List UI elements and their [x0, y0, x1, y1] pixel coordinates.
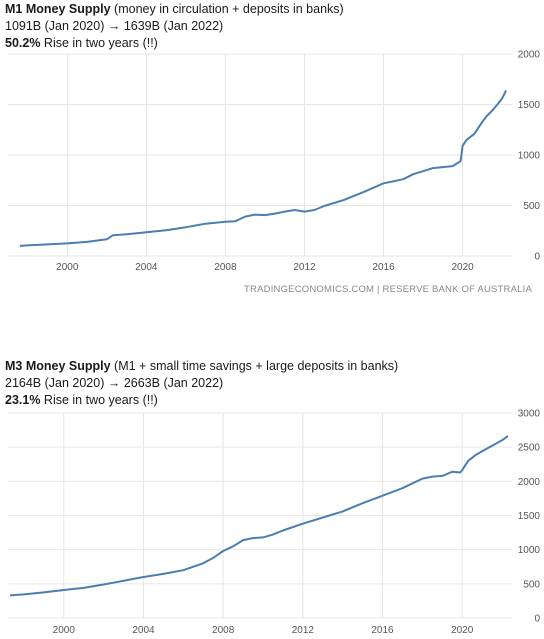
- m1-rise: 50.2% Rise in two years (!!): [5, 35, 344, 52]
- m3-title: M3 Money Supply (M1 + small time savings…: [5, 358, 398, 375]
- m3-x-tick-label: 2012: [292, 625, 315, 636]
- m1-rise-pct: 50.2%: [5, 36, 41, 50]
- m3-rise-pct: 23.1%: [5, 393, 41, 407]
- m3-chart: 2000 2004 2008 2012 2016 2020 0 500 1000 1500 2000…: [8, 409, 541, 636]
- m3-y-tick-label: 2000: [518, 477, 541, 488]
- m3-title-bold: M3 Money Supply: [5, 359, 111, 373]
- m3-y-tick-label: 1500: [518, 511, 541, 522]
- m3-header: M3 Money Supply (M1 + small time savings…: [5, 358, 398, 409]
- m3-y-tick-label: 3000: [518, 409, 541, 420]
- m1-header: M1 Money Supply (money in circulation + …: [5, 1, 344, 52]
- m1-x-tick-label: 2020: [451, 262, 474, 273]
- m3-y-tick-label: 2500: [518, 443, 541, 454]
- m3-x-tick-label: 2004: [132, 625, 155, 636]
- m1-y-tick-label: 1500: [518, 100, 541, 111]
- m1-y-tick-label: 0: [534, 252, 540, 263]
- m3-y-tick-label: 500: [523, 579, 540, 590]
- m1-x-tick-label: 2000: [56, 262, 79, 273]
- m1-values: 1091B (Jan 2020) → 1639B (Jan 2022): [5, 19, 224, 33]
- m3-x-tick-label: 2016: [371, 625, 394, 636]
- m3-title-rest: (M1 + small time savings + large deposit…: [110, 359, 399, 373]
- m3-y-tick-label: 0: [534, 614, 540, 625]
- m1-y-tick-label: 2000: [518, 50, 541, 61]
- m1-source-label: TRADINGECONOMICS.COM | RESERVE BANK OF A…: [244, 284, 532, 295]
- m3-x-tick-label: 2020: [451, 625, 474, 636]
- m1-x-tick-label: 2016: [372, 262, 395, 273]
- m3-rise-text: Rise in two years (!!): [40, 393, 158, 407]
- m1-x-tick-label: 2004: [135, 262, 158, 273]
- m3-y-tick-label: 1000: [518, 545, 541, 556]
- m3-series-line: [9, 435, 509, 597]
- m1-x-tick-label: 2008: [214, 262, 237, 273]
- m1-y-tick-label: 1000: [518, 151, 541, 162]
- m3-values: 2164B (Jan 2020) → 2663B (Jan 2022): [5, 376, 224, 390]
- m1-y-tick-label: 500: [523, 201, 540, 212]
- m1-title-rest: (money in circulation + deposits in bank…: [110, 2, 344, 16]
- m3-x-tick-label: 2000: [53, 625, 76, 636]
- m1-x-tick-label: 2012: [293, 262, 316, 273]
- m3-x-tick-label: 2008: [212, 625, 235, 636]
- m1-series-line: [19, 90, 507, 247]
- m1-title: M1 Money Supply (money in circulation + …: [5, 1, 344, 18]
- m3-rise: 23.1% Rise in two years (!!): [5, 392, 398, 409]
- m1-title-bold: M1 Money Supply: [5, 2, 111, 16]
- m1-rise-text: Rise in two years (!!): [40, 36, 158, 50]
- m1-chart: 2000 2004 2008 2012 2016 2020 0 500 1000 1500 2000…: [8, 50, 541, 295]
